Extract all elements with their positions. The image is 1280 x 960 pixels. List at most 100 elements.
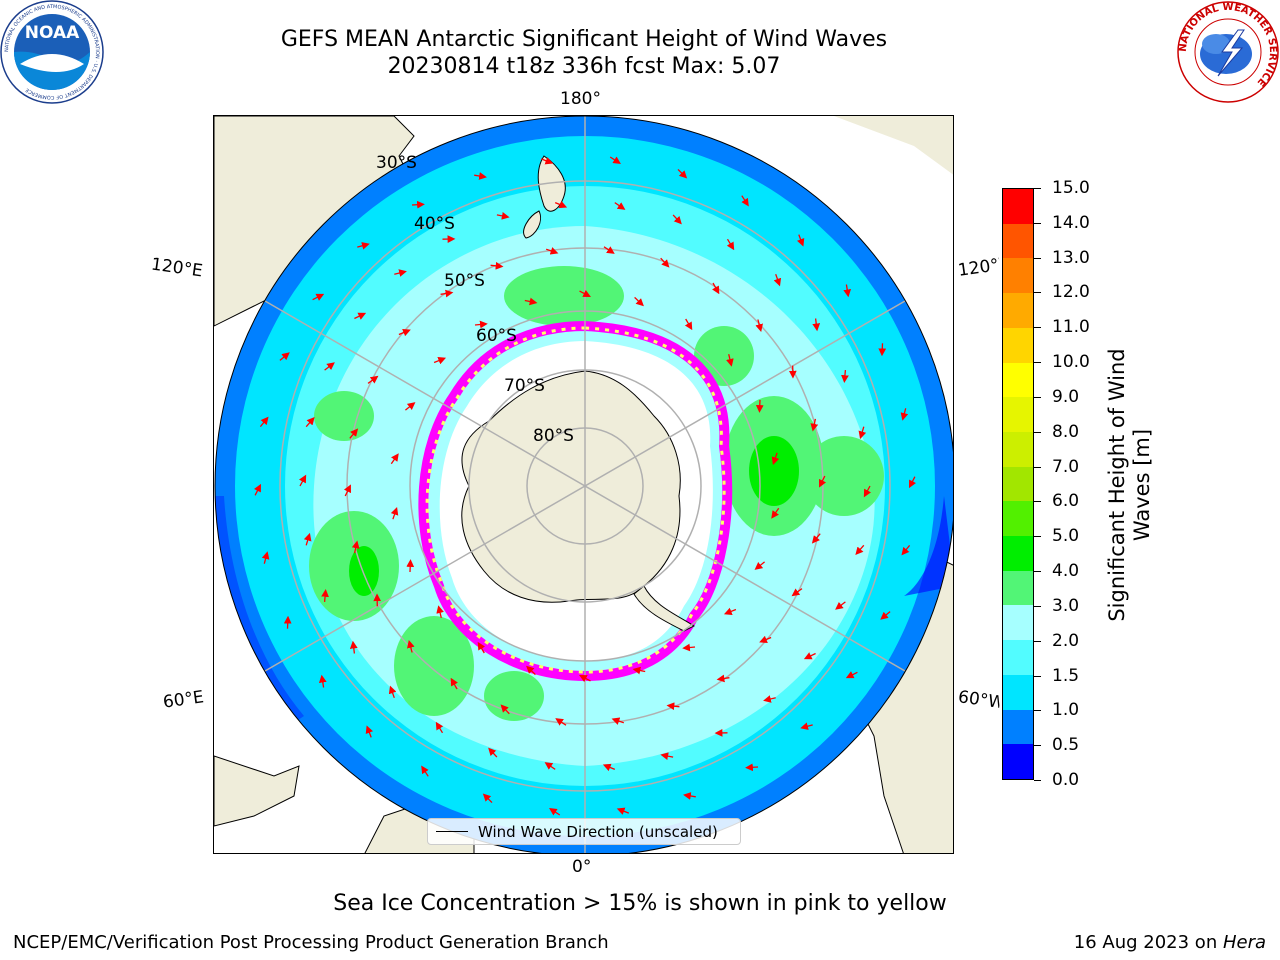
wind-wave-arrow (545, 247, 559, 255)
wind-wave-arrow (909, 476, 917, 489)
colorbar-tick-mark (1034, 780, 1041, 781)
wind-wave-arrow (726, 238, 735, 251)
wind-wave-arrow (810, 418, 819, 432)
wind-wave-arrow (544, 762, 556, 770)
colorbar-tick-mark (1034, 188, 1041, 189)
lon-label-120w: 120°W (956, 255, 1002, 281)
noaa-logo: NOAA NATIONAL OCEANIC AND ATMOSPHERIC AD… (0, 0, 104, 104)
colorbar-segment (1003, 744, 1033, 779)
wind-wave-arrow (773, 273, 782, 287)
wind-wave-arrow (684, 318, 693, 331)
colorbar-tick-mark (1034, 431, 1041, 433)
colorbar-segment (1003, 362, 1033, 398)
wind-wave-arrow (474, 172, 487, 180)
wind-wave-arrow (682, 643, 696, 652)
colorbar-segment (1003, 674, 1033, 710)
wind-wave-arrow (303, 532, 312, 546)
wind-wave-arrow (660, 257, 670, 268)
colorbar-tick-mark (1034, 362, 1041, 364)
wind-wave-arrow (354, 312, 367, 320)
colorbar-segment (1003, 431, 1033, 467)
wind-wave-arrow (321, 589, 329, 602)
wind-wave-arrow (741, 195, 749, 207)
wind-wave-arrow (343, 484, 351, 497)
wind-wave-arrow (440, 289, 454, 298)
colorbar-segment (1003, 189, 1033, 224)
colorbar-segment (1003, 223, 1033, 259)
wind-wave-arrow (900, 408, 909, 421)
wind-wave-arrow (554, 200, 568, 209)
colorbar-segment (1003, 605, 1033, 641)
wind-wave-arrow (324, 362, 335, 371)
colorbar-tick-label: 4.0 (1052, 561, 1080, 582)
wind-wave-arrow (634, 296, 644, 307)
wind-wave-arrow (812, 318, 821, 332)
wind-wave-arrow (845, 671, 858, 679)
wind-wave-arrow (482, 793, 493, 804)
colorbar-tick-label: 5.0 (1052, 526, 1080, 547)
wind-wave-arrow (318, 674, 327, 688)
legend-label: Wind Wave Direction (unscaled) (478, 822, 718, 841)
polar-map: 30°S 40°S 50°S 60°S 70°S 80°S (213, 115, 954, 854)
wind-wave-arrow (855, 544, 865, 556)
wind-wave-arrow (863, 485, 871, 498)
lon-label-60e: 60°E (161, 687, 206, 713)
colorbar-tick-label: 8.0 (1052, 421, 1080, 442)
wind-wave-arrow (611, 717, 625, 725)
colorbar-tick-label: 0.5 (1052, 735, 1080, 756)
wind-wave-arrow (726, 354, 734, 367)
wind-wave-arrow (477, 641, 486, 654)
wind-wave-arrow (616, 807, 630, 815)
wind-wave-arrow (683, 792, 696, 800)
wind-wave-arrow (253, 483, 261, 496)
wind-wave-arrow (540, 157, 554, 165)
colorbar-tick-mark (1034, 327, 1041, 329)
colorbar-tick-label: 6.0 (1052, 491, 1080, 512)
colorbar-tick-mark (1034, 605, 1041, 607)
colorbar-tick-label: 0.0 (1052, 770, 1080, 790)
colorbar-tick-label: 2.0 (1052, 630, 1080, 651)
wind-wave-arrow (791, 588, 803, 597)
colorbar-segment (1003, 293, 1033, 328)
wind-wave-arrow (745, 763, 759, 772)
wind-wave-arrow (603, 246, 615, 254)
wind-wave-arrow (614, 202, 626, 210)
colorbar-tick-mark (1034, 501, 1041, 503)
lat-label-70s: 70°S (504, 376, 545, 396)
wind-wave-arrow (367, 375, 379, 384)
colorbar-tick-label: 13.0 (1052, 247, 1090, 268)
colorbar-segment (1003, 466, 1033, 502)
wind-wave-arrow (450, 677, 458, 690)
wind-wave-arrow (436, 605, 444, 618)
colorbar-segment (1003, 397, 1033, 432)
lon-label-120e: 120°E (149, 254, 204, 282)
wind-wave-arrow (841, 370, 849, 383)
wind-wave-arrow (723, 607, 737, 615)
footer-date: 16 Aug 2023 on Hera (1074, 932, 1266, 954)
wind-wave-arrow (407, 640, 415, 653)
wind-wave-arrow (398, 328, 411, 337)
colorbar-tick-label: 1.0 (1052, 700, 1080, 721)
wind-wave-arrow (421, 765, 429, 777)
wind-wave-arrow (349, 640, 358, 654)
wind-wave-arrow (312, 293, 325, 301)
colorbar-tick-label: 3.0 (1052, 595, 1080, 616)
colorbar-tick-mark (1034, 745, 1041, 747)
chart-subtitle: 20230814 t18z 336h fcst Max: 5.07 (387, 54, 781, 79)
wind-wave-arrow (496, 212, 510, 220)
colorbar-tick-label: 12.0 (1052, 282, 1090, 303)
colorbar-tick-label: 14.0 (1052, 212, 1090, 233)
colorbar-segment (1003, 570, 1033, 606)
wind-wave-arrow (803, 652, 816, 660)
wind-wave-arrow (411, 200, 425, 209)
wind-wave-arrow (858, 426, 867, 440)
wind-wave-arrow (759, 635, 772, 644)
colorbar-segment (1003, 327, 1033, 363)
wind-wave-arrow (351, 540, 360, 554)
lat-label-80s: 80°S (533, 426, 574, 446)
wind-wave-arrow (632, 666, 646, 675)
colorbar-tick-mark (1034, 571, 1041, 573)
wave-field (215, 116, 953, 853)
wind-wave-arrow (279, 352, 290, 361)
wind-wave-arrow (901, 544, 911, 556)
